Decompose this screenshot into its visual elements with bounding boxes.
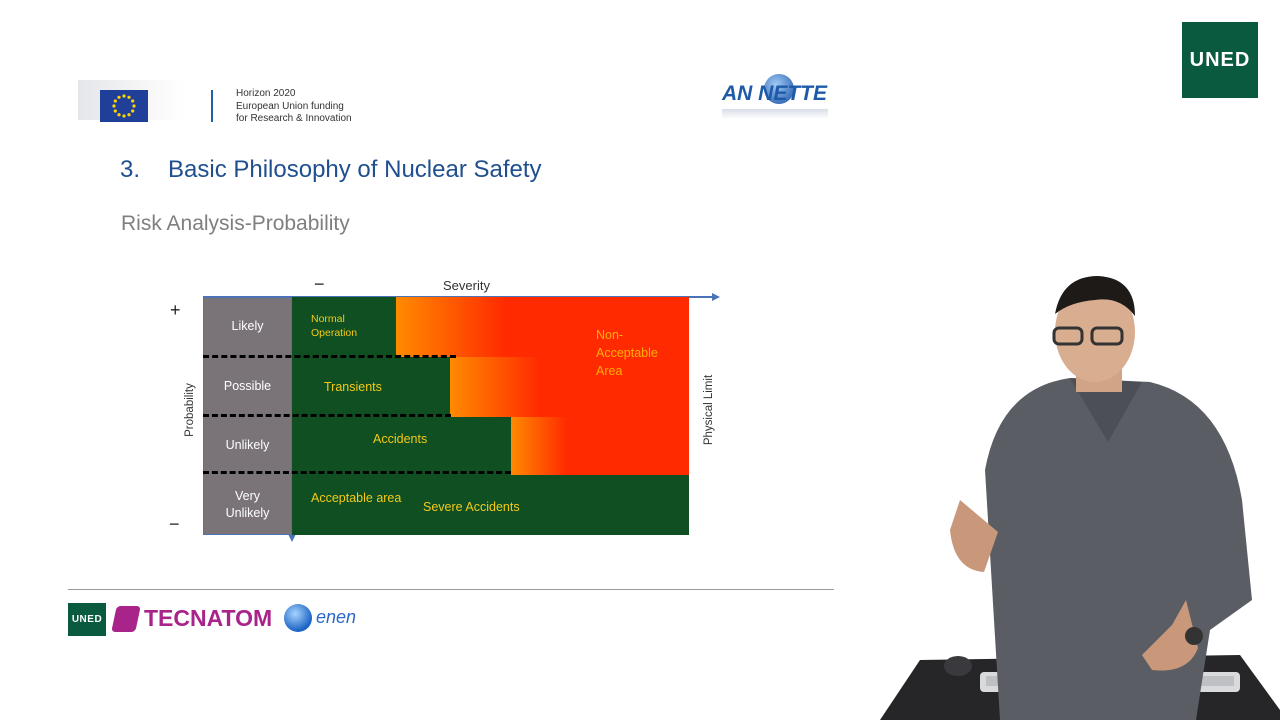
header-divider (211, 90, 213, 122)
eu-flag-icon (100, 90, 148, 122)
tecnatom-logo: TECNATOM (111, 604, 273, 636)
slide-subtitle: Risk Analysis-Probability (121, 212, 350, 235)
slide-title-text: Basic Philosophy of Nuclear Safety (168, 156, 542, 183)
slide-number: 3. (120, 156, 141, 183)
row-label-unlikely: Unlikely (225, 438, 270, 452)
row-divider (203, 471, 511, 474)
funding-line-2: European Union funding (236, 100, 344, 112)
normal-operation-label: Normal Operation (311, 312, 357, 340)
non-label-line-3: Area (596, 364, 623, 378)
uned-footer-logo: UNED (68, 603, 106, 636)
minus-sign-bottom: − (169, 514, 180, 534)
severity-axis-label: Severity (443, 278, 490, 293)
non-acceptable-area-label: Non- Acceptable Area (596, 326, 658, 380)
tecnatom-mark-icon (111, 606, 141, 632)
enen-logo-text: enen (316, 607, 357, 627)
non-label-line-1: Non- (596, 328, 624, 342)
row-label-possible: Possible (223, 379, 272, 393)
row-label-very-unlikely: Very Unlikely (203, 488, 292, 522)
minus-sign-top: − (314, 274, 325, 294)
uned-logo: UNED (1182, 22, 1258, 98)
transients-label: Transients (324, 380, 382, 394)
row-label-unlikely-2: Unlikely (225, 506, 270, 520)
accidents-label: Accidents (373, 432, 428, 446)
slide-title: 3. Basic Philosophy of Nuclear Safety (120, 156, 542, 184)
row-divider (203, 355, 456, 358)
probability-axis-label: Probability (184, 383, 196, 437)
tecnatom-logo-text: TECNATOM (144, 605, 273, 631)
severe-accidents-label: Severe Accidents (423, 500, 520, 514)
presenter-image (880, 276, 1280, 720)
normal-label-line-1: Normal (311, 313, 345, 325)
funding-line-3: for Research & Innovation (236, 113, 352, 124)
globe-icon (284, 604, 312, 632)
non-label-line-2: Acceptable (596, 346, 658, 360)
funding-line-1: Horizon 2020 (236, 88, 296, 99)
annette-logo-text: AN NETTE (722, 82, 827, 105)
row-label-likely: Likely (231, 319, 264, 333)
globe-icon (764, 74, 794, 104)
acceptable-area (292, 297, 689, 535)
footer-divider (68, 589, 834, 590)
annette-logo: AN NETTE (722, 72, 834, 120)
normal-label-line-2: Operation (311, 327, 358, 339)
enen-logo: enen (282, 602, 378, 634)
row-divider (203, 414, 451, 417)
row-label-very: Very (234, 489, 260, 503)
plus-sign: + (170, 300, 181, 320)
funding-text: Horizon 2020 European Union funding for … (236, 88, 352, 126)
acceptable-area-label: Acceptable area (311, 491, 402, 505)
eu-flag-logo (78, 72, 186, 124)
